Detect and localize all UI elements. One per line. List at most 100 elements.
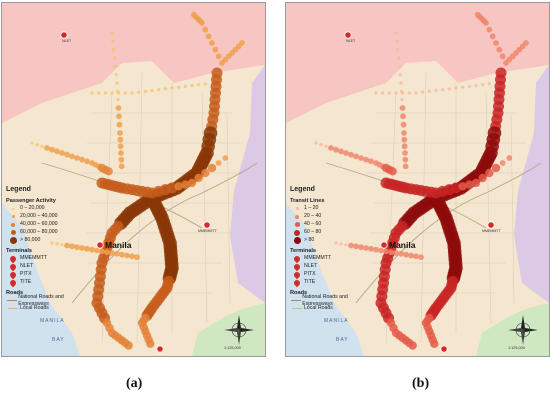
activity-marker (387, 91, 391, 95)
activity-marker (183, 84, 187, 88)
legend-class: 40,000 – 60,000 (6, 221, 86, 229)
activity-marker (503, 60, 509, 66)
activity-marker (215, 53, 222, 60)
activity-marker (493, 40, 499, 46)
activity-marker (324, 144, 328, 148)
activity-marker (368, 245, 374, 252)
activity-marker (478, 173, 487, 183)
east-region (514, 65, 549, 303)
activity-marker (55, 242, 59, 246)
activity-marker (441, 88, 445, 92)
legend-terminal: MMEMMTT (290, 254, 370, 263)
bay-label-line1: MANILA (40, 318, 65, 324)
map-panel-a: NLET MMEMMTT Manila MANILA BAY 1:125,000… (1, 2, 266, 357)
activity-marker (129, 253, 135, 260)
activity-marker (408, 252, 414, 259)
activity-marker (319, 143, 323, 147)
activity-marker (79, 245, 85, 251)
activity-marker (328, 145, 334, 151)
legend-title: Legend (6, 186, 31, 193)
legend-class: > 80 (290, 237, 370, 245)
caption-b: (b) (412, 376, 430, 391)
activity-marker (467, 84, 471, 88)
bay-label-line1: MANILA (324, 318, 349, 324)
activity-marker (190, 83, 194, 88)
terminal-marker-icon (380, 241, 388, 249)
activity-marker (400, 121, 407, 128)
activity-marker (401, 91, 405, 95)
legend-class: 0 – 20,000 (6, 205, 86, 213)
activity-marker (401, 136, 408, 143)
activity-marker (115, 81, 119, 85)
activity-marker (104, 249, 110, 256)
activity-marker (434, 88, 438, 93)
activity-marker (314, 141, 318, 145)
activity-marker (381, 91, 385, 95)
activity-marker (194, 173, 203, 183)
terminal-pin-icon (292, 270, 302, 279)
city-label-manila: Manila (105, 240, 132, 250)
roads-heading: Roads (290, 289, 308, 296)
activity-marker (150, 88, 154, 93)
manila-bay (2, 203, 80, 356)
activity-marker (400, 98, 404, 102)
activity-marker (113, 64, 117, 68)
terminal-marker-icon (203, 221, 211, 229)
activity-marker (146, 339, 155, 349)
legend-road: National Roads and Expressways (290, 294, 370, 307)
activity-marker (89, 246, 95, 253)
legend-heading: Passenger Activity (6, 197, 56, 204)
activity-marker (481, 83, 485, 87)
legend-road: Local Roads (290, 305, 370, 313)
terminal-pin-icon (8, 262, 18, 271)
activity-marker (414, 91, 418, 95)
activity-marker (170, 86, 174, 90)
activity-marker (474, 83, 478, 88)
activity-marker (348, 151, 354, 158)
activity-marker (94, 247, 100, 254)
activity-marker (130, 91, 134, 95)
activity-marker (110, 31, 114, 35)
activity-marker (117, 143, 124, 150)
terminal-marker-icon (487, 221, 495, 229)
city-label-manila: Manila (389, 240, 416, 250)
activity-marker (64, 151, 70, 158)
terminal-marker-icon (96, 241, 104, 249)
legend-b: Legend Transit Lines 1 – 20 20 – 40 40 –… (290, 186, 370, 313)
activity-marker (401, 143, 408, 150)
activity-marker (403, 251, 409, 258)
terminal-pin-icon (8, 278, 18, 287)
legend-terminal: NLET (6, 262, 86, 271)
transit-markers-b (314, 11, 529, 353)
activity-marker (197, 83, 201, 87)
activity-marker (103, 91, 107, 95)
activity-marker (396, 56, 401, 60)
activity-marker (471, 178, 481, 188)
activity-marker (353, 243, 359, 250)
manila-bay (286, 203, 364, 356)
legend-a: Legend Passenger Activity 0 – 20,000 20,… (6, 186, 86, 313)
activity-marker (177, 85, 181, 89)
terminal-pin-icon (292, 254, 302, 263)
activity-marker (124, 252, 130, 259)
activity-marker (44, 145, 50, 151)
activity-marker (334, 241, 338, 245)
activity-marker (430, 339, 439, 349)
activity-marker (111, 39, 115, 43)
activity-marker (421, 90, 425, 94)
activity-marker (187, 178, 197, 188)
legend-class: 40 – 60 (290, 221, 370, 229)
legend-class: 20 – 40 (290, 213, 370, 221)
activity-marker (207, 163, 217, 173)
activity-marker (383, 248, 389, 255)
activity-marker (374, 91, 378, 95)
activity-marker (363, 156, 369, 163)
legend-road: National Roads and Expressways (6, 294, 86, 307)
terminal-label-nlet: NLET (62, 39, 72, 43)
activity-marker (97, 91, 101, 95)
activity-marker (491, 163, 501, 173)
legend-terminal: TITE (290, 278, 370, 287)
activity-marker (402, 150, 408, 156)
activity-marker (215, 160, 222, 166)
activity-marker (112, 56, 117, 60)
